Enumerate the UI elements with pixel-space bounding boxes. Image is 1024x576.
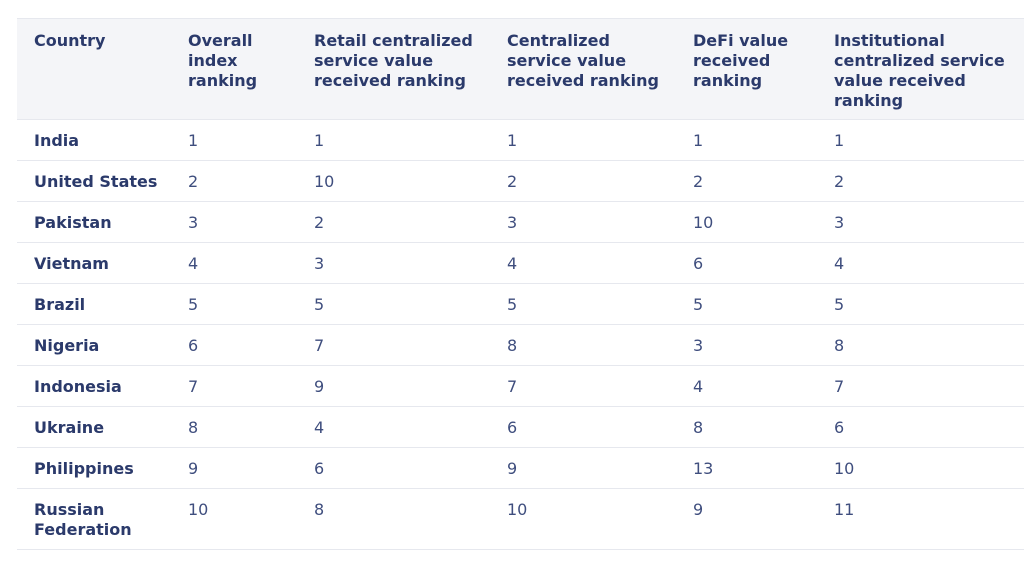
header-retail-centralized-ranking: Retail centralized service value receive…: [297, 19, 490, 120]
cell-overall-index-ranking: 8: [171, 406, 297, 448]
cell-centralized-ranking: 10: [490, 488, 676, 550]
table-header: Country Overall index ranking Retail cen…: [17, 18, 1024, 120]
table-row: Ukraine 8 4 6 8 6: [17, 406, 1024, 448]
cell-defi-ranking: 6: [676, 242, 817, 284]
cell-centralized-ranking: 7: [490, 365, 676, 407]
cell-country: United States: [17, 160, 171, 202]
cell-centralized-ranking: 2: [490, 160, 676, 202]
header-label: Centralized service value received ranki…: [507, 31, 659, 90]
cell-centralized-ranking: 8: [490, 324, 676, 366]
cell-retail-centralized-ranking: 5: [297, 283, 490, 325]
header-centralized-ranking: Centralized service value received ranki…: [490, 19, 676, 120]
header-institutional-ranking: Institutional centralized service value …: [817, 19, 1024, 120]
cell-institutional-ranking: 7: [817, 365, 1024, 407]
cell-overall-index-ranking: 6: [171, 324, 297, 366]
cell-retail-centralized-ranking: 10: [297, 160, 490, 202]
cell-retail-centralized-ranking: 2: [297, 201, 490, 243]
cell-institutional-ranking: 10: [817, 447, 1024, 489]
table-row: United States 2 10 2 2 2: [17, 160, 1024, 202]
cell-centralized-ranking: 3: [490, 201, 676, 243]
header-label: Overall index ranking: [188, 31, 258, 90]
cell-institutional-ranking: 8: [817, 324, 1024, 366]
cell-institutional-ranking: 11: [817, 488, 1024, 550]
cell-country: Nigeria: [17, 324, 171, 366]
table-row: Pakistan 3 2 3 10 3: [17, 201, 1024, 243]
cell-overall-index-ranking: 2: [171, 160, 297, 202]
cell-defi-ranking: 13: [676, 447, 817, 489]
table-row: Nigeria 6 7 8 3 8: [17, 324, 1024, 366]
cell-institutional-ranking: 5: [817, 283, 1024, 325]
cell-country: Russian Federation: [17, 488, 171, 550]
cell-institutional-ranking: 6: [817, 406, 1024, 448]
header-country: Country: [17, 19, 171, 120]
table-body: India 1 1 1 1 1 United States 2 10 2 2 2 Pakistan 3 2 3…: [17, 119, 1024, 550]
cell-defi-ranking: 5: [676, 283, 817, 325]
cell-centralized-ranking: 6: [490, 406, 676, 448]
header-row: Country Overall index ranking Retail cen…: [17, 18, 1024, 120]
cell-overall-index-ranking: 3: [171, 201, 297, 243]
cell-centralized-ranking: 4: [490, 242, 676, 284]
table-row: Brazil 5 5 5 5 5: [17, 283, 1024, 325]
cell-retail-centralized-ranking: 4: [297, 406, 490, 448]
cell-country: India: [17, 119, 171, 161]
cell-retail-centralized-ranking: 1: [297, 119, 490, 161]
header-label: Country: [34, 31, 106, 50]
table-row: Vietnam 4 3 4 6 4: [17, 242, 1024, 284]
cell-institutional-ranking: 1: [817, 119, 1024, 161]
cell-institutional-ranking: 2: [817, 160, 1024, 202]
cell-overall-index-ranking: 1: [171, 119, 297, 161]
cell-overall-index-ranking: 7: [171, 365, 297, 407]
ranking-table: Country Overall index ranking Retail cen…: [17, 18, 1024, 550]
header-label: Retail centralized service value receive…: [314, 31, 473, 90]
header-overall-index-ranking: Overall index ranking: [171, 19, 297, 120]
cell-centralized-ranking: 1: [490, 119, 676, 161]
cell-retail-centralized-ranking: 7: [297, 324, 490, 366]
cell-overall-index-ranking: 10: [171, 488, 297, 550]
table-row: India 1 1 1 1 1: [17, 119, 1024, 161]
table-row: Philippines 9 6 9 13 10: [17, 447, 1024, 489]
header-label: DeFi value received ranking: [693, 31, 789, 90]
cell-country: Brazil: [17, 283, 171, 325]
cell-retail-centralized-ranking: 8: [297, 488, 490, 550]
cell-defi-ranking: 3: [676, 324, 817, 366]
header-label: Institutional centralized service value …: [834, 31, 1005, 110]
cell-defi-ranking: 9: [676, 488, 817, 550]
cell-overall-index-ranking: 9: [171, 447, 297, 489]
cell-defi-ranking: 8: [676, 406, 817, 448]
cell-country: Philippines: [17, 447, 171, 489]
cell-retail-centralized-ranking: 9: [297, 365, 490, 407]
ranking-table-container: Country Overall index ranking Retail cen…: [17, 18, 1024, 550]
cell-overall-index-ranking: 5: [171, 283, 297, 325]
cell-country: Vietnam: [17, 242, 171, 284]
cell-country: Pakistan: [17, 201, 171, 243]
cell-centralized-ranking: 9: [490, 447, 676, 489]
cell-centralized-ranking: 5: [490, 283, 676, 325]
cell-defi-ranking: 4: [676, 365, 817, 407]
table-row: Indonesia 7 9 7 4 7: [17, 365, 1024, 407]
cell-defi-ranking: 10: [676, 201, 817, 243]
cell-institutional-ranking: 3: [817, 201, 1024, 243]
cell-country: Indonesia: [17, 365, 171, 407]
cell-defi-ranking: 1: [676, 119, 817, 161]
cell-overall-index-ranking: 4: [171, 242, 297, 284]
cell-institutional-ranking: 4: [817, 242, 1024, 284]
cell-retail-centralized-ranking: 6: [297, 447, 490, 489]
table-row: Russian Federation 10 8 10 9 11: [17, 488, 1024, 550]
cell-country: Ukraine: [17, 406, 171, 448]
header-defi-ranking: DeFi value received ranking: [676, 19, 817, 120]
cell-defi-ranking: 2: [676, 160, 817, 202]
cell-retail-centralized-ranking: 3: [297, 242, 490, 284]
